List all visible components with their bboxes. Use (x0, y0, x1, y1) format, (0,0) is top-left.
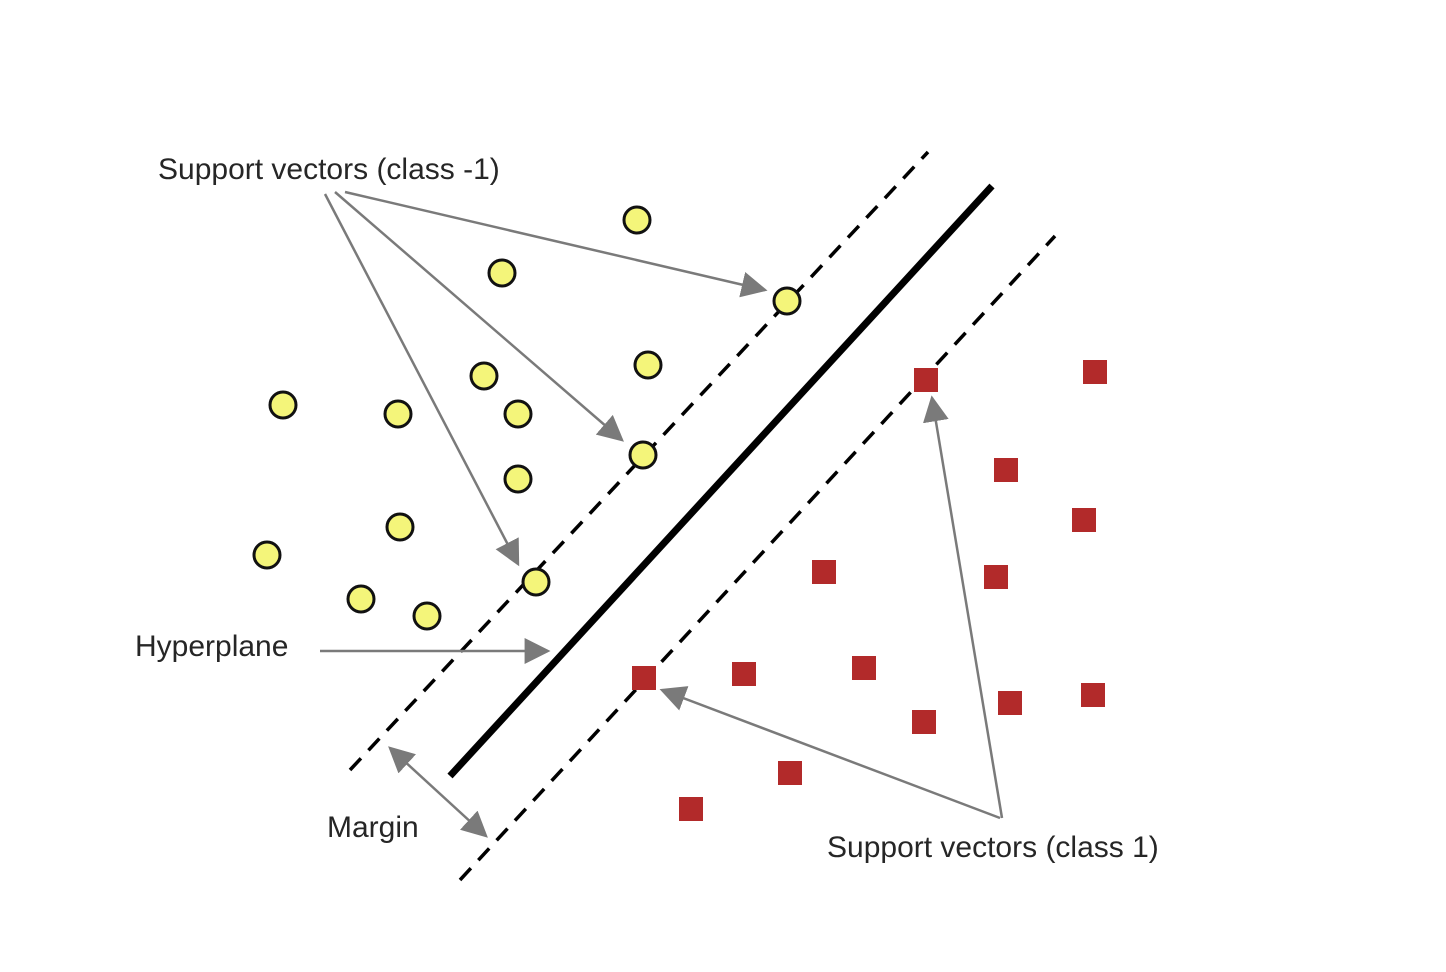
class-pos-support-vector (632, 666, 656, 690)
class-pos-support-vector (914, 368, 938, 392)
arrow-to-sv-neg-3 (323, 193, 520, 567)
margin-arrow (388, 746, 488, 838)
hyperplane-label: Hyperplane (135, 630, 288, 663)
support-vector-neg-arrows (323, 190, 768, 567)
class-neg-point (346, 584, 376, 614)
class-pos-point (679, 797, 703, 821)
class-neg-point (412, 601, 442, 631)
arrow-to-sv-neg-1 (344, 190, 768, 298)
class-pos-point (778, 761, 802, 785)
class-pos-point (812, 560, 836, 584)
class-neg-point (487, 258, 517, 288)
class-pos-point (1081, 683, 1105, 707)
arrow-to-sv-pos-1 (659, 686, 1001, 820)
class-pos-point (1083, 360, 1107, 384)
support-vectors-neg-label: Support vectors (class -1) (158, 153, 500, 186)
class-pos-point (1072, 508, 1096, 532)
class-neg-point (383, 399, 413, 429)
class-neg-support-vector (521, 567, 551, 597)
arrow-to-sv-neg-2 (334, 191, 624, 442)
class-neg-point (252, 540, 282, 570)
class-pos-point (984, 565, 1008, 589)
class-pos-point (852, 656, 876, 680)
hyperplane-line (447, 183, 995, 779)
arrow-to-sv-pos-2 (923, 395, 1004, 819)
class-pos-points (632, 360, 1107, 821)
margin-boundary-upper (348, 150, 930, 772)
support-vectors-pos-label: Support vectors (class 1) (827, 831, 1159, 864)
class-pos-point (732, 662, 756, 686)
class-neg-point (633, 350, 663, 380)
class-neg-point (503, 464, 533, 494)
class-neg-support-vector (628, 440, 658, 470)
class-neg-point (622, 205, 652, 235)
class-neg-points (252, 205, 802, 631)
margin-boundary-lower (458, 234, 1057, 882)
class-neg-point (385, 512, 415, 542)
class-neg-point (268, 390, 298, 420)
class-neg-point (469, 361, 499, 391)
class-pos-point (998, 691, 1022, 715)
class-neg-support-vector (772, 286, 802, 316)
class-pos-point (912, 710, 936, 734)
support-vector-pos-arrows (659, 395, 1004, 820)
class-neg-point (503, 399, 533, 429)
class-pos-point (994, 458, 1018, 482)
margin-label: Margin (327, 811, 419, 844)
